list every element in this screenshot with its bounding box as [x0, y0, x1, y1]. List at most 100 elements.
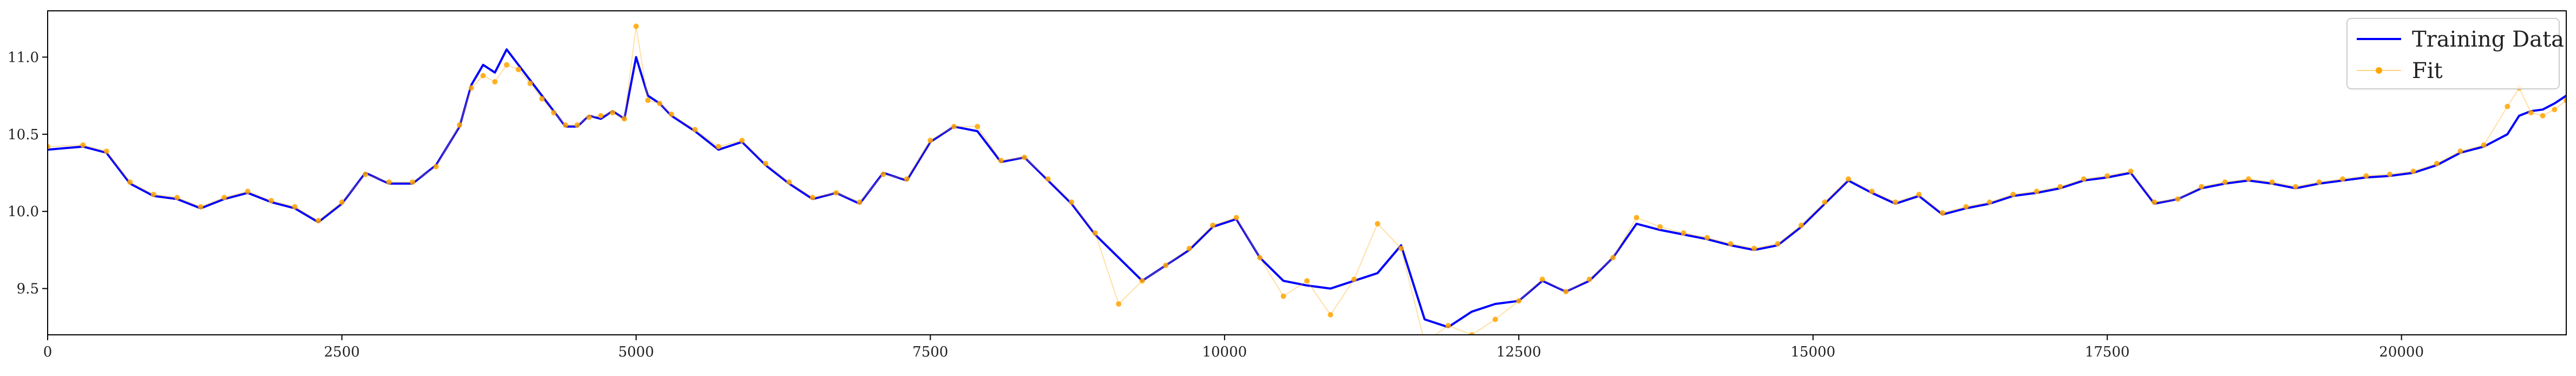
x-axis: 0 2500 5000 7500 10000 12500 15000 17500 20000 [43, 335, 2424, 360]
data-point-fit [1681, 230, 1686, 236]
data-point-fit [504, 62, 509, 68]
data-point-fit [1610, 255, 1616, 261]
data-point-fit [539, 96, 545, 102]
data-point-fit [1116, 301, 1122, 307]
data-point-fit [1539, 276, 1545, 282]
data-point-fit [492, 79, 498, 85]
x-tick-label: 0 [43, 344, 53, 360]
data-point-fit [1351, 276, 1357, 282]
data-point-fit [1657, 224, 1663, 230]
data-point-fit [2387, 171, 2392, 177]
data-point-fit [904, 176, 910, 182]
data-point-fit [1257, 255, 1263, 261]
data-point-fit [269, 198, 274, 204]
data-point-fit [1139, 278, 1145, 284]
data-point-fit [362, 171, 368, 177]
data-point-fit [951, 124, 957, 129]
x-tick-label: 20000 [2379, 344, 2424, 360]
data-point-fit [1516, 298, 1522, 304]
data-point-fit [2481, 142, 2487, 148]
data-point-fit [127, 179, 133, 185]
x-tick-label: 12500 [1496, 344, 1541, 360]
y-tick-label: 10.0 [8, 204, 39, 220]
data-point-fit [1939, 210, 1945, 216]
x-tick-label: 5000 [618, 344, 654, 360]
data-point-fit [2269, 179, 2275, 185]
data-point-fit [645, 98, 651, 103]
data-point-fit [669, 111, 675, 117]
data-point-fit [1375, 221, 1381, 226]
data-point-fit [2339, 176, 2345, 182]
series-layer [48, 23, 2566, 345]
y-axis: 9.5 10.0 10.5 11.0 [8, 49, 48, 297]
data-point-fit [2552, 107, 2558, 113]
data-point-fit [48, 144, 50, 150]
data-point-fit [2434, 160, 2440, 166]
data-point-fit [1280, 293, 1286, 299]
data-point-fit [1069, 199, 1075, 205]
legend-marker-fit [2376, 67, 2382, 74]
legend-label-fit: Fit [2412, 59, 2443, 83]
data-point-fit [692, 127, 698, 133]
data-point-fit [386, 179, 392, 185]
legend-box [2346, 18, 2560, 89]
data-point-fit [339, 199, 345, 205]
data-point-fit [1186, 245, 1192, 251]
data-point-fit [1892, 199, 1898, 205]
data-point-fit [2175, 196, 2181, 202]
data-point-fit [1751, 245, 1757, 251]
plot-area-frame [47, 10, 2567, 335]
data-point-fit [2152, 199, 2157, 205]
data-point-fit [857, 199, 862, 205]
data-point-fit [2104, 173, 2110, 179]
data-point-fit [2457, 148, 2463, 154]
data-point-fit [245, 189, 251, 195]
data-point-fit [633, 23, 639, 29]
data-point-fit [1233, 215, 1239, 221]
data-point-fit [551, 109, 557, 115]
data-point-fit [716, 144, 722, 150]
data-point-fit [1469, 332, 1475, 335]
data-point-fit [622, 116, 627, 122]
data-point-fit [998, 158, 1004, 164]
data-point-fit [80, 142, 86, 148]
data-point-fit [1492, 316, 1498, 322]
data-point-fit [1022, 154, 1028, 160]
legend-label-training-data: Training Data [2412, 27, 2564, 52]
data-point-fit [151, 191, 156, 197]
data-point-fit [1163, 262, 1169, 268]
data-point-fit [1986, 199, 1992, 205]
data-point-fit [563, 122, 568, 128]
data-point-fit [809, 195, 815, 200]
data-point-fit [927, 138, 933, 144]
data-point-fit [739, 138, 745, 144]
data-point-fit [1563, 289, 1569, 295]
data-point-fit [2010, 191, 2016, 197]
data-point-fit [786, 179, 792, 185]
data-point-fit [221, 195, 227, 200]
data-point-fit [1304, 278, 1310, 284]
data-point-fit [2057, 184, 2063, 190]
data-point-fit [2410, 168, 2416, 174]
data-point-fit [103, 148, 109, 154]
data-point-fit [515, 67, 521, 73]
data-point-fit [610, 109, 616, 115]
data-point-fit [2363, 173, 2369, 179]
data-point-fit [574, 122, 580, 128]
data-point-fit [1799, 222, 1804, 228]
data-point-fit [1775, 241, 1781, 247]
data-point-fit [1963, 204, 1969, 210]
data-point-fit [657, 100, 663, 106]
data-point-fit [1704, 235, 1710, 241]
x-tick-label: 10000 [1202, 344, 1247, 360]
data-point-fit [1422, 340, 1427, 345]
data-point-fit [2034, 189, 2039, 195]
series-line-training-data [48, 48, 2566, 328]
data-point-fit [2128, 168, 2134, 174]
data-point-fit [1869, 189, 1875, 195]
data-point-fit [1092, 230, 1098, 236]
data-point-fit [2505, 103, 2510, 109]
x-tick-label: 2500 [324, 344, 359, 360]
data-point-fit [433, 164, 439, 170]
